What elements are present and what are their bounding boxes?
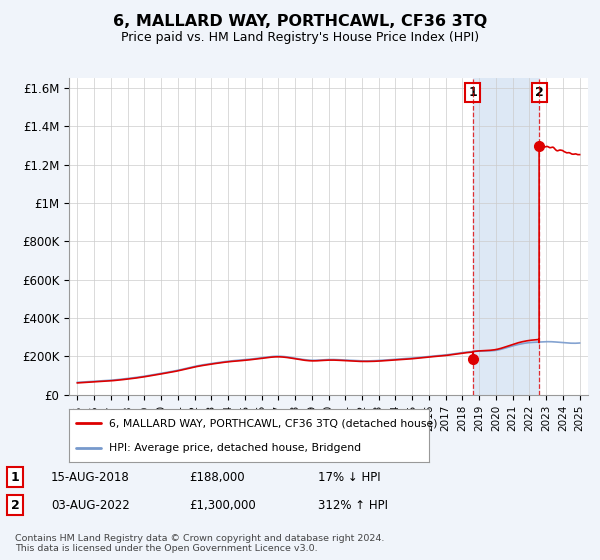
Text: Contains HM Land Registry data © Crown copyright and database right 2024.
This d: Contains HM Land Registry data © Crown c… (15, 534, 385, 553)
Text: 6, MALLARD WAY, PORTHCAWL, CF36 3TQ (detached house): 6, MALLARD WAY, PORTHCAWL, CF36 3TQ (det… (109, 418, 437, 428)
Text: 17% ↓ HPI: 17% ↓ HPI (318, 470, 380, 484)
Text: 1: 1 (11, 470, 19, 484)
Text: HPI: Average price, detached house, Bridgend: HPI: Average price, detached house, Brid… (109, 442, 361, 452)
Text: 2: 2 (535, 86, 544, 99)
Text: 312% ↑ HPI: 312% ↑ HPI (318, 498, 388, 512)
Text: Price paid vs. HM Land Registry's House Price Index (HPI): Price paid vs. HM Land Registry's House … (121, 31, 479, 44)
Text: £1,300,000: £1,300,000 (189, 498, 256, 512)
Text: 03-AUG-2022: 03-AUG-2022 (51, 498, 130, 512)
Bar (473, 78, 539, 395)
Text: 1: 1 (469, 86, 477, 99)
Text: £188,000: £188,000 (189, 470, 245, 484)
Text: 6, MALLARD WAY, PORTHCAWL, CF36 3TQ: 6, MALLARD WAY, PORTHCAWL, CF36 3TQ (113, 14, 487, 29)
Text: 15-AUG-2018: 15-AUG-2018 (51, 470, 130, 484)
Text: 2: 2 (11, 498, 19, 512)
